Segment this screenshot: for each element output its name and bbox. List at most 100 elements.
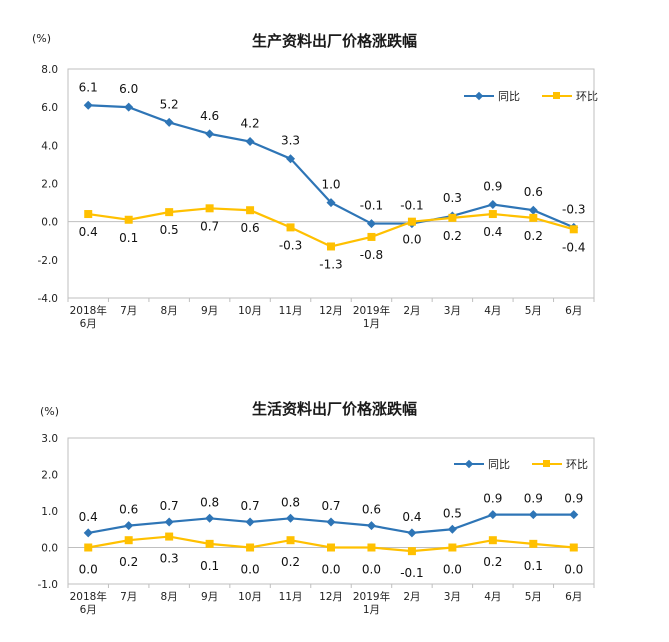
x-tick-label: 10月 [238, 305, 262, 317]
y-tick-label: 2.0 [41, 470, 58, 482]
data-label-mom: 0.7 [200, 219, 219, 233]
legend-label-mom: 环比 [566, 458, 588, 471]
data-label-yoy: 4.2 [241, 117, 260, 131]
legend-marker-mom [542, 91, 572, 101]
data-label-yoy: 0.9 [524, 492, 543, 506]
y-tick-label: 4.0 [41, 140, 58, 152]
data-label-yoy: 3.3 [281, 134, 300, 148]
data-point-mom [367, 232, 376, 241]
x-tick-label: 2019年 [353, 590, 390, 603]
data-point-yoy [245, 517, 255, 527]
data-label-yoy: -0.1 [400, 199, 423, 213]
data-point-mom [529, 213, 538, 222]
x-tick-label: 2月 [403, 591, 420, 603]
data-point-yoy [326, 198, 336, 208]
data-point-mom [205, 539, 214, 548]
data-point-mom [367, 543, 376, 552]
data-label-yoy: 4.6 [200, 109, 219, 123]
x-tick-label: 11月 [279, 305, 303, 317]
data-point-mom [488, 536, 497, 545]
data-label-yoy: 0.7 [241, 499, 260, 513]
data-point-mom [529, 539, 538, 548]
data-point-yoy [528, 205, 538, 215]
data-point-mom [327, 543, 335, 552]
x-tick-label: 11月 [279, 591, 303, 603]
data-point-mom [124, 536, 133, 545]
series-line-yoy [88, 104, 575, 229]
data-label-mom: 0.0 [362, 563, 381, 577]
data-label-mom: 0.0 [402, 233, 421, 247]
x-tick-label: 3月 [444, 305, 461, 317]
x-tick-label: 9月 [201, 591, 218, 603]
data-label-mom: 0.0 [443, 563, 462, 577]
y-unit-label: (%) [32, 32, 52, 45]
data-point-mom [327, 242, 335, 251]
x-tick-label: 6月 [80, 318, 97, 330]
data-point-mom [286, 223, 295, 232]
data-label-mom: -0.4 [562, 240, 585, 254]
data-label-mom: 0.2 [119, 555, 138, 569]
data-point-mom [246, 543, 255, 552]
data-point-mom [205, 204, 214, 213]
x-tick-label: 6月 [80, 604, 97, 616]
data-point-mom [569, 543, 578, 552]
x-tick-label: 10月 [238, 591, 262, 603]
data-label-mom: -0.8 [360, 248, 383, 262]
y-tick-label: 8.0 [41, 64, 58, 76]
data-point-mom [84, 210, 93, 219]
x-tick-label: 9月 [201, 305, 218, 317]
data-point-yoy [83, 100, 93, 110]
y-tick-label: -4.0 [38, 293, 59, 305]
x-tick-label: 1月 [363, 318, 380, 330]
x-tick-label: 1月 [363, 604, 380, 616]
data-point-mom [165, 532, 174, 541]
producer-goods-chart: 生产资料出厂价格涨跌幅 (%) 同比 环比 8.0 6.0 4.0 2.0 0.0 -2.… [0, 0, 669, 330]
y-unit-label: (%) [40, 405, 60, 418]
data-point-yoy [407, 528, 417, 538]
x-tick-label: 7月 [120, 305, 137, 317]
data-point-mom [124, 215, 133, 224]
legend: 同比 环比 [464, 88, 598, 104]
data-point-yoy [164, 117, 174, 127]
data-point-yoy [488, 510, 498, 520]
data-label-yoy: 0.9 [483, 492, 502, 506]
data-label-yoy: 0.3 [443, 191, 462, 205]
legend: 同比 环比 [454, 456, 588, 472]
x-tick-label: 2018年 [70, 590, 107, 603]
data-point-yoy [286, 154, 296, 164]
x-tick-label: 12月 [319, 591, 343, 603]
data-label-yoy: 0.5 [443, 506, 462, 520]
data-label-yoy: -0.3 [562, 202, 585, 216]
data-label-yoy: 0.6 [524, 185, 543, 199]
data-label-yoy: 0.9 [483, 179, 502, 193]
data-label-mom: -0.3 [279, 238, 302, 252]
data-point-mom [488, 210, 497, 219]
data-point-yoy [83, 528, 93, 538]
data-point-yoy [205, 129, 215, 139]
data-point-mom [569, 225, 578, 234]
y-tick-label: -2.0 [38, 255, 59, 267]
x-tick-label: 3月 [444, 591, 461, 603]
data-label-mom: 0.0 [79, 563, 98, 577]
x-tick-label: 5月 [525, 591, 542, 603]
y-tick-label: 0.0 [41, 543, 58, 555]
data-label-yoy: 5.2 [160, 97, 179, 111]
data-point-mom [448, 213, 457, 222]
x-tick-label: 7月 [120, 591, 137, 603]
data-label-yoy: 0.8 [200, 495, 219, 509]
legend-marker-yoy [454, 459, 484, 469]
x-tick-label: 2018年 [70, 304, 107, 317]
data-point-yoy [245, 137, 255, 147]
y-tick-label: 1.0 [41, 506, 58, 518]
data-label-yoy: 0.4 [402, 510, 421, 524]
data-point-yoy [124, 102, 134, 112]
x-tick-label: 2019年 [353, 304, 390, 317]
x-tick-label: 5月 [525, 305, 542, 317]
chart-title: 生产资料出厂价格涨跌幅 [251, 32, 417, 50]
data-label-mom: -1.3 [319, 257, 342, 271]
data-point-yoy [366, 219, 376, 229]
x-tick-label: 8月 [161, 305, 178, 317]
data-label-yoy: 0.8 [281, 495, 300, 509]
legend-marker-mom [532, 459, 562, 469]
